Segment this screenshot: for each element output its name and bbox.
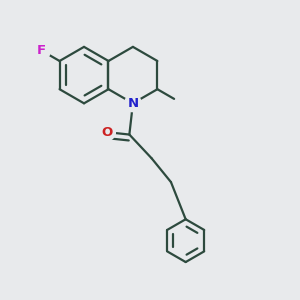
Circle shape (124, 95, 141, 112)
Text: O: O (101, 126, 113, 139)
Text: F: F (37, 44, 46, 57)
Text: N: N (128, 97, 139, 110)
Circle shape (99, 124, 116, 140)
Circle shape (33, 42, 50, 59)
